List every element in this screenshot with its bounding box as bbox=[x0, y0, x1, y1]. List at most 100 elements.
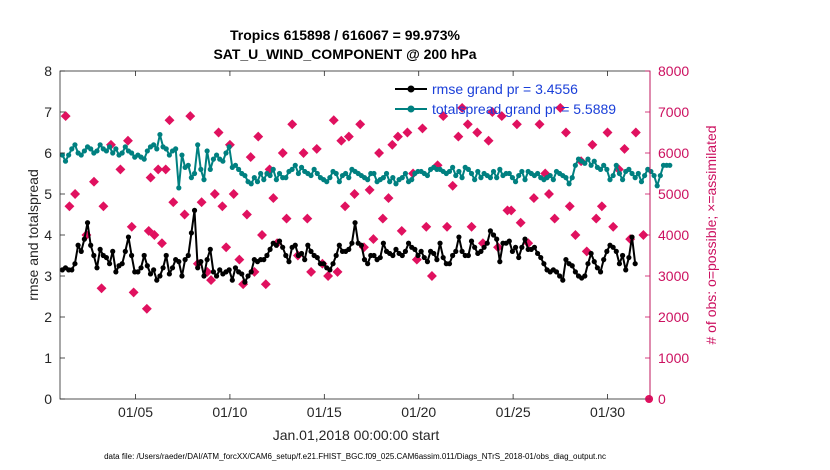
rmse-point bbox=[553, 269, 560, 275]
rmse-point bbox=[88, 242, 94, 248]
rmse-point bbox=[541, 261, 547, 267]
y-left-tick-label: 3 bbox=[44, 268, 52, 284]
rmse-point bbox=[129, 252, 135, 259]
totalspread-point bbox=[657, 172, 663, 179]
rmse-point bbox=[147, 271, 154, 277]
obs-assimilated-marker bbox=[298, 148, 309, 158]
rmse-point bbox=[217, 267, 223, 273]
rmse-point bbox=[484, 240, 490, 246]
obs-assimilated-marker bbox=[221, 242, 232, 253]
totalspread-point bbox=[613, 162, 619, 168]
totalspread-point bbox=[324, 179, 330, 185]
totalspread-point bbox=[308, 172, 314, 179]
rmse-point bbox=[286, 259, 292, 265]
rmse-point bbox=[292, 242, 298, 248]
totalspread-point bbox=[261, 177, 267, 183]
obs-assimilated-marker bbox=[153, 164, 164, 175]
totalspread-point bbox=[97, 142, 103, 148]
obs-assimilated-marker bbox=[70, 189, 81, 199]
chart-subtitle: SAT_U_WIND_COMPONENT @ 200 hPa bbox=[213, 46, 476, 62]
obs-assimilated-marker bbox=[555, 102, 566, 113]
rmse-point bbox=[572, 269, 578, 275]
rmse-point bbox=[81, 236, 87, 242]
obs-assimilated-marker bbox=[591, 213, 602, 224]
rmse-point bbox=[424, 259, 431, 265]
totalspread-point bbox=[292, 162, 298, 168]
totalspread-point bbox=[497, 166, 503, 172]
obs-assimilated-marker bbox=[168, 197, 179, 208]
totalspread-point bbox=[371, 170, 377, 177]
obs-assimilated-marker bbox=[98, 201, 109, 212]
rmse-point bbox=[478, 248, 484, 254]
obs-assimilated-marker bbox=[141, 303, 152, 314]
rmse-point bbox=[453, 248, 459, 254]
rmse-point bbox=[431, 250, 437, 257]
totalspread-point bbox=[588, 162, 594, 168]
rmse-point bbox=[333, 252, 339, 259]
rmse-point bbox=[563, 257, 569, 263]
rmse-point bbox=[125, 234, 132, 240]
rmse-point bbox=[113, 269, 119, 275]
rmse-point bbox=[560, 277, 566, 283]
rmse-point bbox=[198, 259, 204, 265]
rmse-point bbox=[569, 263, 575, 269]
y-right-tick-label: 7000 bbox=[658, 104, 689, 120]
y-left-tick-label: 1 bbox=[44, 350, 52, 366]
rmse-point bbox=[472, 244, 478, 250]
rmse-point bbox=[516, 254, 522, 261]
obs-assimilated-marker bbox=[241, 209, 252, 220]
rmse-point bbox=[242, 279, 248, 285]
rmse-point bbox=[201, 273, 207, 279]
obs-assimilated-marker bbox=[306, 266, 317, 277]
totalspread-point bbox=[289, 166, 295, 172]
obs-assimilated-marker bbox=[213, 127, 224, 138]
rmse-point bbox=[144, 263, 150, 269]
totalspread-point bbox=[591, 158, 597, 164]
rmse-point bbox=[213, 273, 220, 279]
totalspread-point bbox=[232, 162, 239, 168]
obs-assimilated-marker bbox=[149, 230, 160, 240]
rmse-point bbox=[497, 259, 503, 265]
obs-assimilated-marker bbox=[534, 119, 545, 130]
obs-assimilated-marker bbox=[506, 205, 517, 216]
plot-area bbox=[59, 70, 673, 403]
obs-assimilated-marker bbox=[209, 189, 220, 199]
rmse-point bbox=[434, 257, 440, 263]
totalspread-point bbox=[298, 164, 305, 170]
totalspread-point bbox=[651, 172, 657, 179]
obs-assimilated-marker bbox=[60, 111, 71, 122]
rmse-point bbox=[154, 277, 160, 283]
obs-assimilated-marker bbox=[393, 131, 403, 142]
x-tick-label: 01/25 bbox=[496, 404, 531, 420]
totalspread-point bbox=[188, 175, 194, 181]
totalspread-point bbox=[638, 179, 645, 185]
obs-assimilated-marker bbox=[638, 230, 649, 240]
totalspread-point bbox=[468, 170, 475, 177]
obs-assimilated-marker bbox=[234, 254, 245, 265]
totalspread-point bbox=[78, 152, 84, 158]
rmse-point bbox=[487, 228, 493, 234]
obs-assimilated-marker bbox=[179, 209, 190, 220]
rmse-point bbox=[531, 244, 538, 250]
totalspread-point bbox=[390, 175, 396, 181]
totalspread-point bbox=[195, 142, 201, 148]
obs-assimilated-marker bbox=[332, 266, 343, 277]
rmse-point bbox=[361, 257, 368, 263]
rmse-point bbox=[616, 261, 623, 267]
obs-assimilated-marker bbox=[511, 119, 522, 130]
rmse-point bbox=[84, 220, 91, 226]
rmse-point bbox=[557, 273, 563, 279]
rmse-point bbox=[314, 254, 320, 261]
totalspread-point bbox=[380, 175, 386, 181]
obs-assimilated-marker bbox=[302, 213, 313, 224]
totalspread-point bbox=[459, 175, 465, 181]
totalspread-point bbox=[453, 172, 459, 179]
obs-assimilated-marker bbox=[596, 201, 607, 212]
totalspread-point bbox=[314, 170, 320, 177]
totalspread-point bbox=[424, 172, 431, 179]
rmse-point bbox=[163, 252, 169, 259]
totalspread-point bbox=[569, 175, 575, 181]
rmse-point bbox=[298, 250, 305, 257]
rmse-point bbox=[412, 246, 418, 252]
obs-assimilated-marker bbox=[281, 213, 292, 224]
